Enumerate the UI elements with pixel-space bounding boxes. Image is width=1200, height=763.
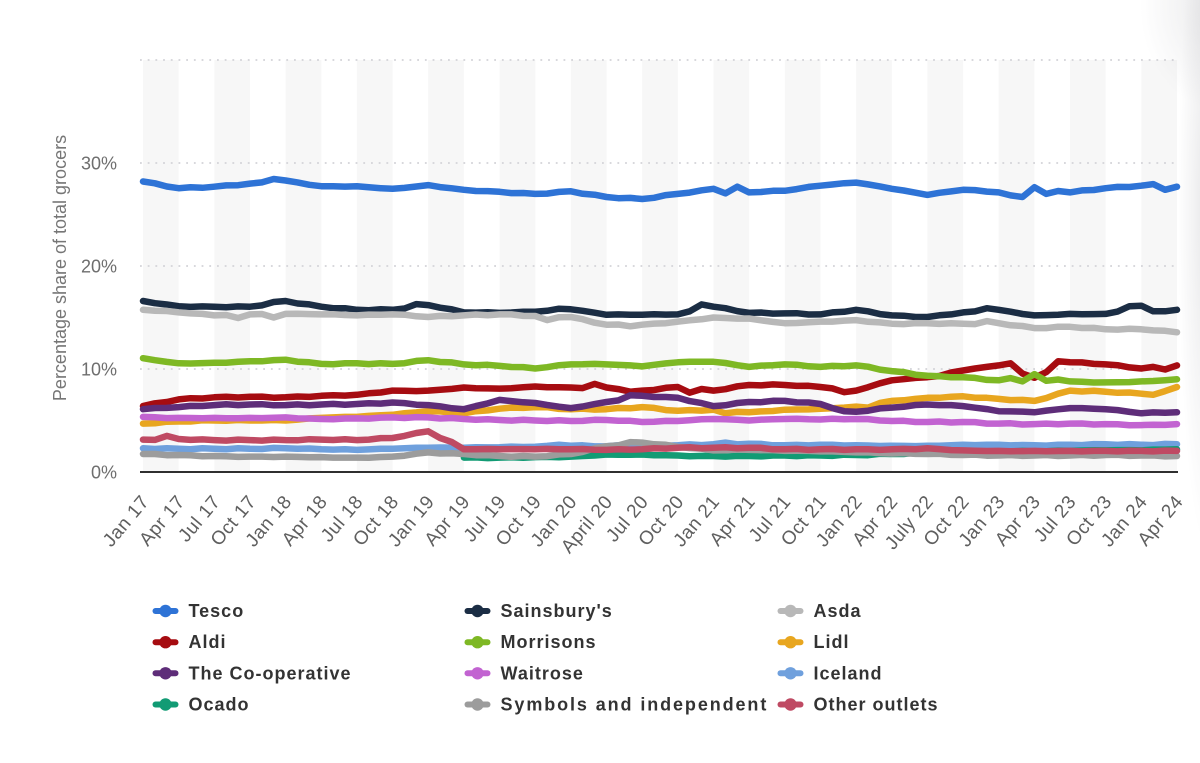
svg-text:10%: 10% [81, 359, 117, 379]
svg-text:Lidl: Lidl [814, 632, 850, 652]
svg-text:Sainsbury's: Sainsbury's [501, 601, 613, 621]
svg-text:Ocado: Ocado [189, 695, 250, 715]
svg-text:Iceland: Iceland [814, 663, 883, 683]
svg-text:The Co-operative: The Co-operative [189, 663, 352, 683]
svg-text:Aldi: Aldi [189, 632, 227, 652]
svg-text:0%: 0% [91, 462, 117, 482]
svg-text:Symbols and independent: Symbols and independent [501, 695, 769, 715]
svg-text:Tesco: Tesco [189, 601, 245, 621]
svg-text:Morrisons: Morrisons [501, 632, 597, 652]
svg-text:30%: 30% [81, 153, 117, 173]
svg-text:Asda: Asda [814, 601, 862, 621]
svg-text:Percentage share of total groc: Percentage share of total grocers [50, 135, 70, 401]
svg-text:20%: 20% [81, 256, 117, 276]
svg-text:Other outlets: Other outlets [814, 695, 939, 715]
svg-text:Waitrose: Waitrose [501, 663, 584, 683]
